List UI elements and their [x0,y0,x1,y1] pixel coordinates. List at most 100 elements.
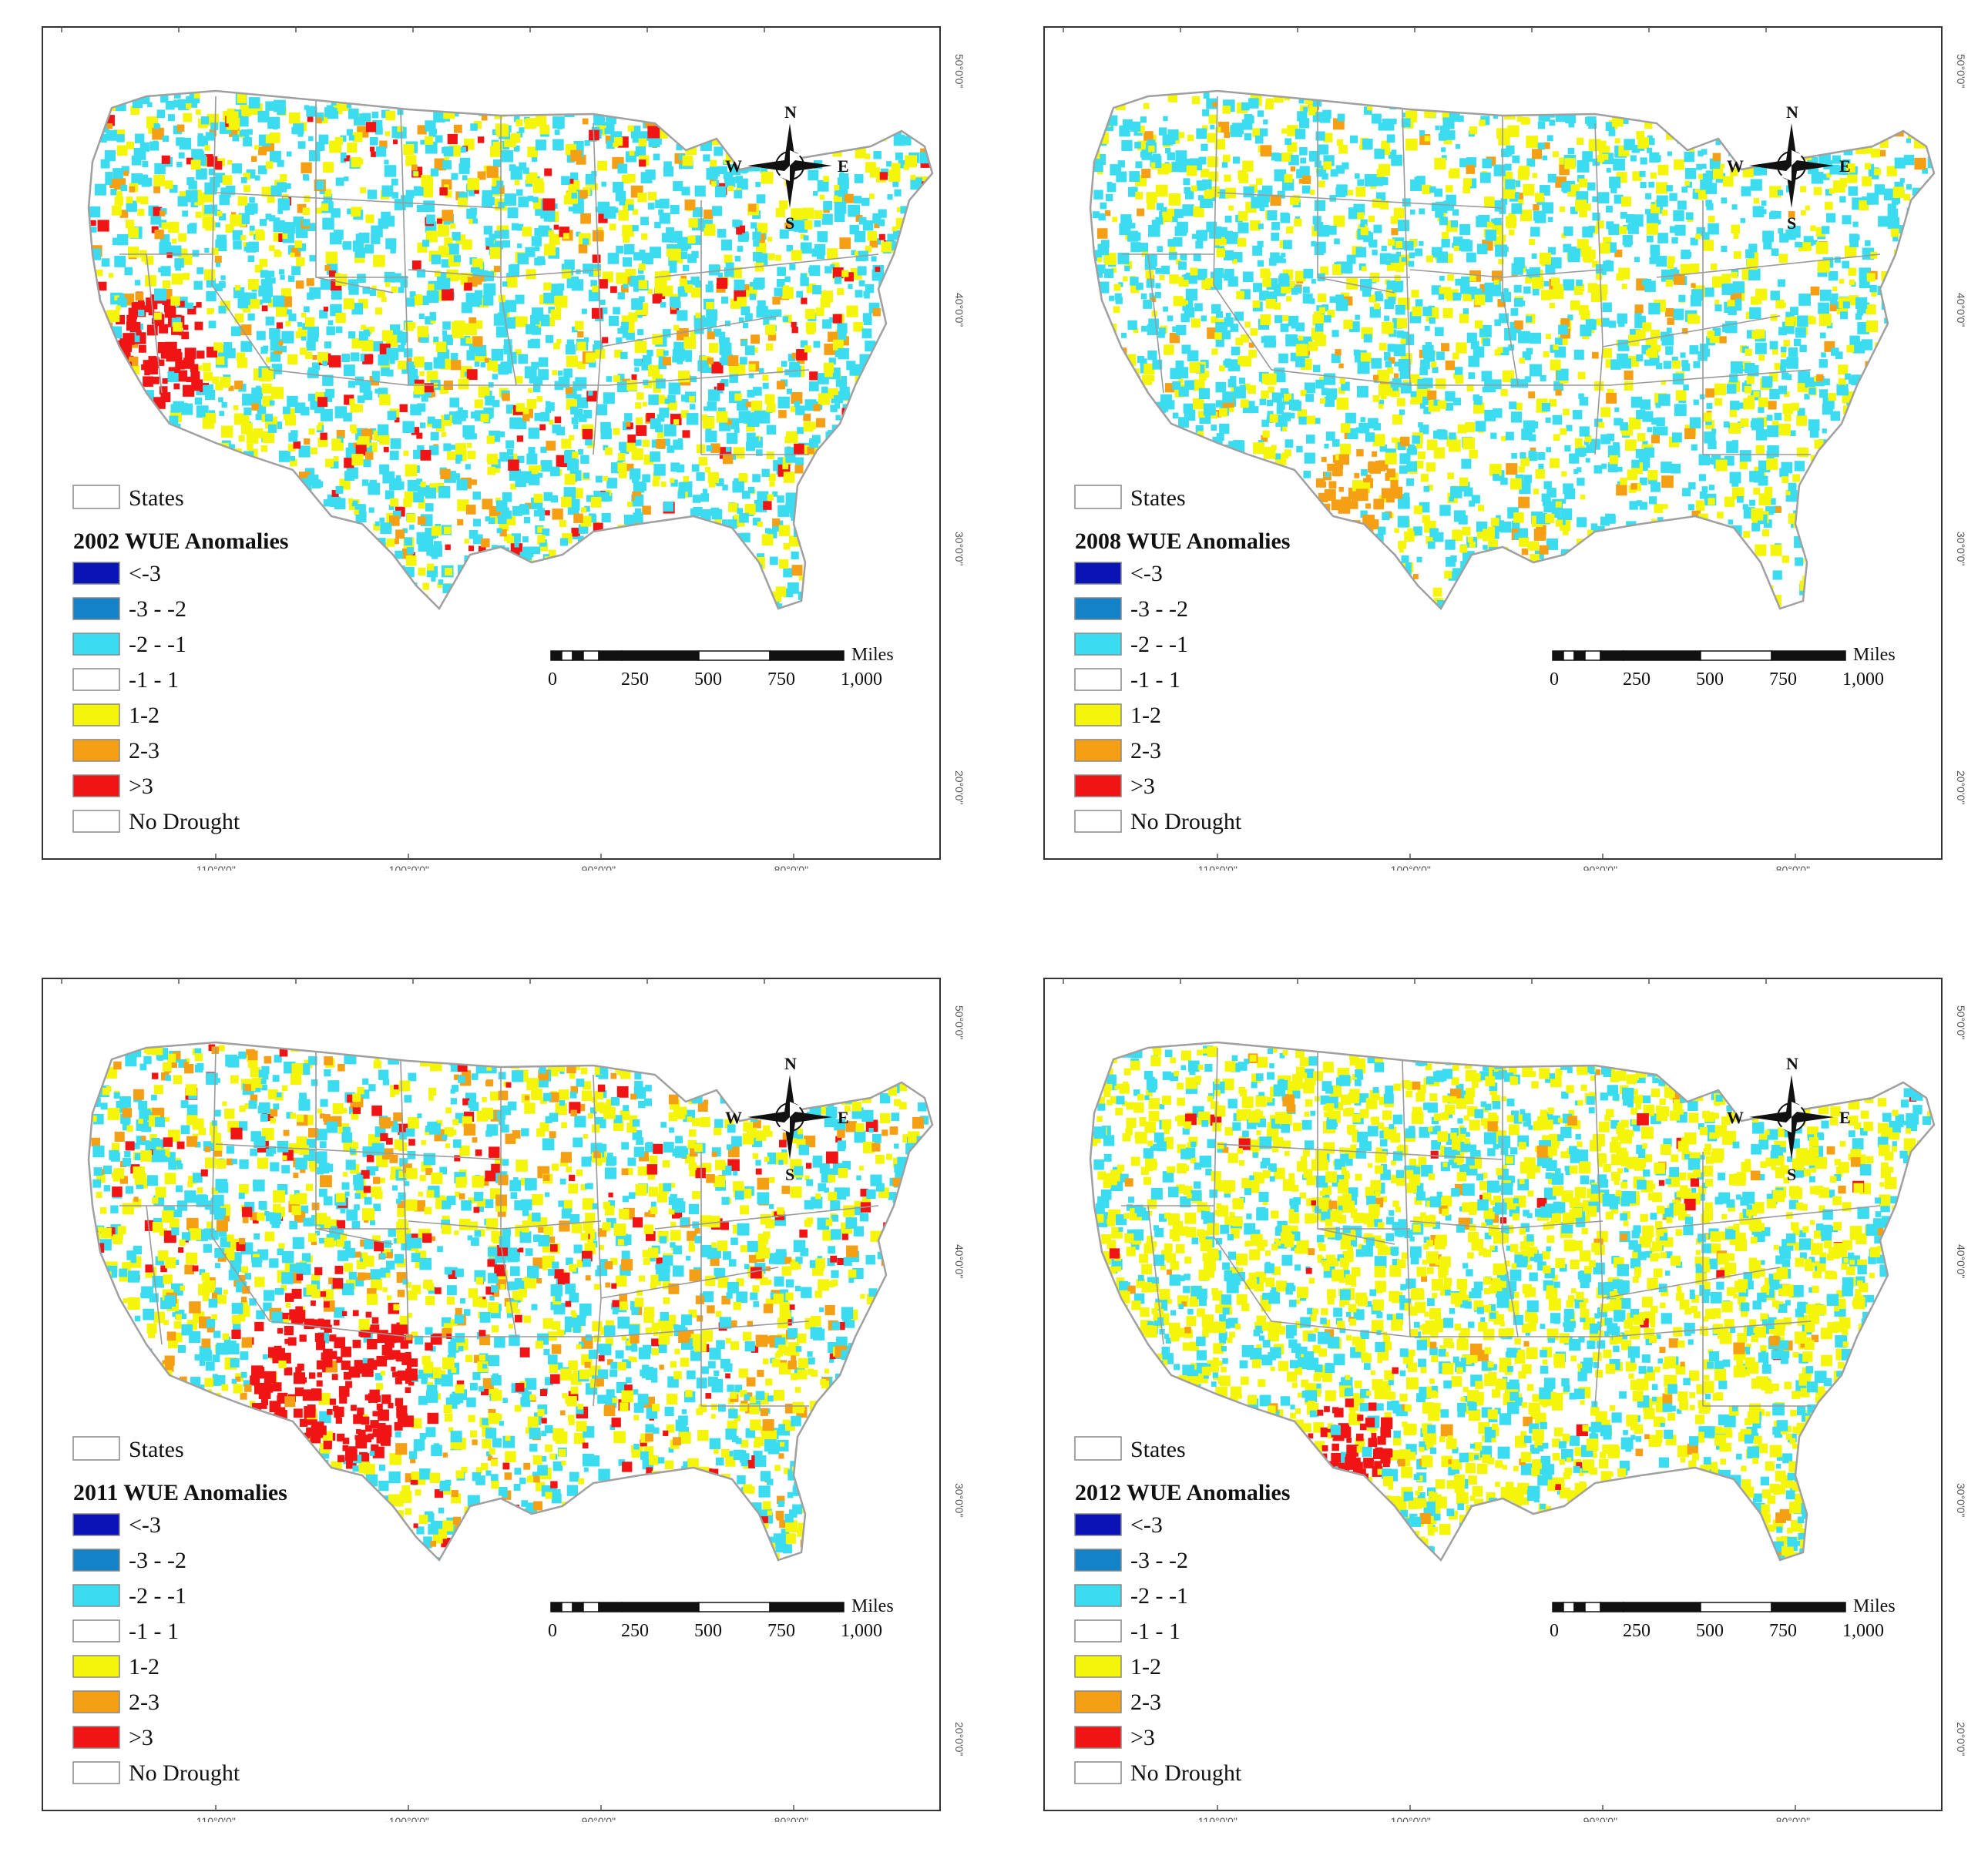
anomaly-cell [112,237,120,246]
anomaly-cell [614,349,623,358]
anomaly-cell [451,360,462,371]
anomaly-cell [559,519,566,528]
anomaly-cell [1783,340,1790,347]
anomaly-cell [577,361,586,370]
anomaly-cell [1519,357,1525,364]
anomaly-cell [471,433,477,440]
anomaly-cell [430,168,439,176]
anomaly-cell [1261,390,1269,399]
anomaly-cell [192,250,200,257]
anomaly-cell [262,431,275,444]
anomaly-cell [275,304,288,317]
anomaly-cell [402,528,408,534]
anomaly-cell [529,378,535,384]
anomaly-cell [609,223,616,230]
anomaly-cell [633,512,643,523]
anomaly-cell [588,391,593,396]
anomaly-cell [438,277,451,290]
anomaly-cell [813,404,821,411]
anomaly-cell [1522,351,1531,361]
anomaly-cell [728,502,738,512]
anomaly-cell [1184,190,1194,200]
anomaly-cell [431,576,436,582]
anomaly-cell [1221,162,1228,168]
anomaly-cell [865,284,875,294]
anomaly-cell [256,331,266,341]
anomaly-cell [1542,202,1554,214]
anomaly-cell [834,211,845,223]
anomaly-cell [468,317,477,325]
graticule-label-top: -100°0'0" [390,23,434,25]
anomaly-cell [519,162,527,170]
graticule-label-right: 20°0'0" [953,770,965,804]
anomaly-cell [656,439,666,449]
graticule-label-top: -110°0'0" [1274,23,1318,25]
anomaly-cell [516,435,524,442]
anomaly-cell [417,326,429,337]
anomaly-cell [297,322,303,327]
anomaly-cell [317,397,327,408]
anomaly-cell [1689,345,1699,354]
anomaly-cell [1503,288,1509,294]
anomaly-cell [687,235,696,243]
anomaly-cell [419,334,429,343]
anomaly-cell [177,196,188,206]
anomaly-cell [302,219,310,227]
anomaly-cell [425,120,436,132]
graticule-label-right: 30°0'0" [953,532,965,565]
anomaly-cell [208,320,217,329]
anomaly-cell [121,166,129,174]
anomaly-cell [365,214,374,223]
anomaly-cell [791,565,803,576]
anomaly-cell [707,471,720,484]
anomaly-cell [1130,223,1136,229]
anomaly-cell [1631,145,1640,153]
anomaly-cell [639,159,646,167]
anomaly-cell [204,247,210,253]
anomaly-cell [1169,245,1176,253]
anomaly-cell [704,406,709,411]
anomaly-cell [360,354,368,362]
anomaly-cell [394,417,400,423]
anomaly-cell [130,106,139,115]
anomaly-cell [747,486,755,494]
anomaly-cell [416,478,423,485]
anomaly-cell [1588,139,1601,152]
anomaly-cell [898,159,907,169]
anomaly-cell [1654,504,1664,513]
anomaly-cell [543,210,556,222]
anomaly-cell [204,182,217,195]
anomaly-cell [1782,403,1794,414]
state-boundary [269,369,409,386]
anomaly-cell [472,218,479,224]
anomaly-cell [465,464,471,470]
anomaly-cell [887,233,895,241]
anomaly-cell [542,528,550,536]
anomaly-cell [357,273,366,284]
anomaly-cell [425,230,438,243]
anomaly-cell [374,126,383,135]
anomaly-cell [1551,277,1560,286]
anomaly-cell [517,316,528,327]
anomaly-cell [777,495,784,503]
anomaly-cell [284,414,297,426]
anomaly-cell [593,113,606,126]
anomaly-cell [706,301,714,310]
anomaly-cell [837,323,848,334]
anomaly-cell [700,493,710,502]
anomaly-cell [1800,186,1807,193]
anomaly-cell [193,280,203,290]
anomaly-cell [599,299,606,305]
anomaly-cell [724,254,733,263]
anomaly-cell [344,471,354,482]
anomaly-cell [1379,399,1385,405]
anomaly-cell [285,320,291,327]
anomaly-cell [749,294,756,300]
anomaly-cell [1831,293,1839,300]
anomaly-cell [791,321,797,327]
anomaly-cell [101,258,110,267]
anomaly-cell [784,276,791,283]
anomaly-cell [257,110,270,122]
anomaly-cell [308,428,315,435]
